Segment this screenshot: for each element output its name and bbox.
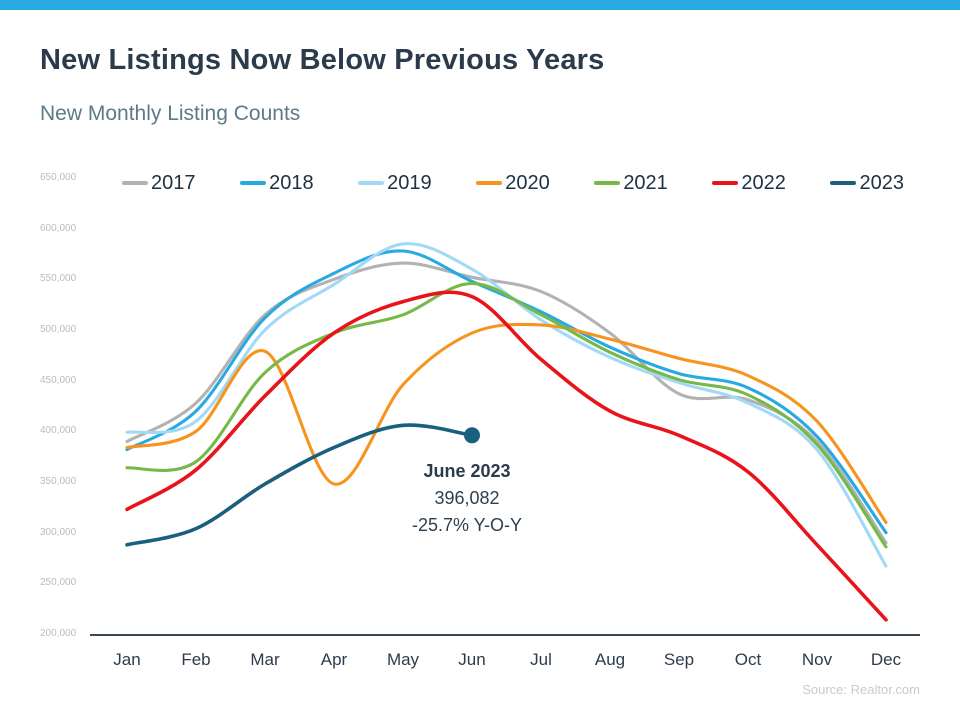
x-tick-label: Jan (113, 650, 141, 669)
legend-dash-icon (830, 181, 857, 185)
x-tick-label: Mar (250, 650, 280, 669)
x-tick-label: Dec (870, 650, 902, 669)
legend-year-label: 2023 (859, 171, 904, 194)
source-credit: Source: Realtor.com (802, 682, 920, 697)
y-tick-label: 250,000 (40, 577, 77, 589)
page-subtitle: New Monthly Listing Counts (40, 102, 301, 125)
series-end-dot-2023 (464, 427, 480, 444)
june-2023-annotation: June 2023 396,082 -25.7% Y-O-Y (357, 458, 577, 539)
x-tick-label: Jun (458, 650, 486, 669)
legend-item-2023: 2023 (830, 172, 904, 195)
legend-dash-icon (122, 181, 148, 185)
legend-dash-icon (594, 181, 621, 185)
x-tick-label: Nov (801, 650, 833, 669)
y-tick-label: 550,000 (40, 273, 77, 285)
y-tick-label: 600,000 (40, 222, 77, 234)
legend-item-2020: 2020 (476, 172, 550, 195)
legend-dash-icon (358, 181, 385, 185)
x-tick-label: Apr (320, 650, 348, 669)
legend-dash-icon (712, 181, 739, 185)
annotation-yoy: -25.7% Y-O-Y (411, 515, 523, 535)
legend-year-label: 2022 (741, 171, 786, 194)
legend-dash-icon (476, 181, 503, 185)
y-tick-label: 400,000 (40, 425, 77, 437)
chart-legend: 2017 2018 2019 2020 2021 2022 2023 (122, 170, 904, 196)
y-tick-label: 500,000 (40, 324, 77, 335)
y-tick-label: 650,000 (40, 172, 77, 183)
series-line-2023 (125, 423, 474, 547)
x-tick-label: Oct (734, 650, 762, 669)
y-tick-label: 300,000 (40, 526, 77, 538)
x-tick-label: Sep (663, 650, 695, 669)
accent-bar (0, 0, 960, 10)
legend-year-label: 2018 (269, 171, 314, 194)
legend-dash-icon (240, 181, 267, 185)
legend-year-label: 2020 (505, 171, 550, 194)
series-line-2022 (125, 290, 888, 622)
y-tick-label: 350,000 (40, 476, 77, 487)
legend-year-label: 2019 (387, 171, 432, 194)
legend-item-2019: 2019 (358, 172, 432, 195)
series-line-2020 (125, 322, 888, 525)
x-tick-label: Feb (181, 650, 211, 669)
series-line-2021 (125, 281, 888, 549)
x-tick-label: May (386, 650, 420, 669)
annotation-title: June 2023 (423, 461, 511, 481)
legend-year-label: 2021 (623, 171, 668, 194)
y-tick-label: 200,000 (40, 628, 77, 639)
legend-item-2018: 2018 (240, 172, 314, 195)
legend-year-label: 2017 (151, 171, 196, 194)
y-tick-label: 450,000 (40, 374, 77, 386)
legend-item-2022: 2022 (712, 172, 786, 195)
annotation-value: 396,082 (434, 488, 500, 508)
x-tick-label: Jul (530, 650, 552, 669)
legend-item-2021: 2021 (594, 172, 668, 195)
legend-item-2017: 2017 (122, 172, 196, 195)
x-tick-label: Aug (594, 650, 626, 669)
page-title: New Listings Now Below Previous Years (40, 44, 605, 76)
